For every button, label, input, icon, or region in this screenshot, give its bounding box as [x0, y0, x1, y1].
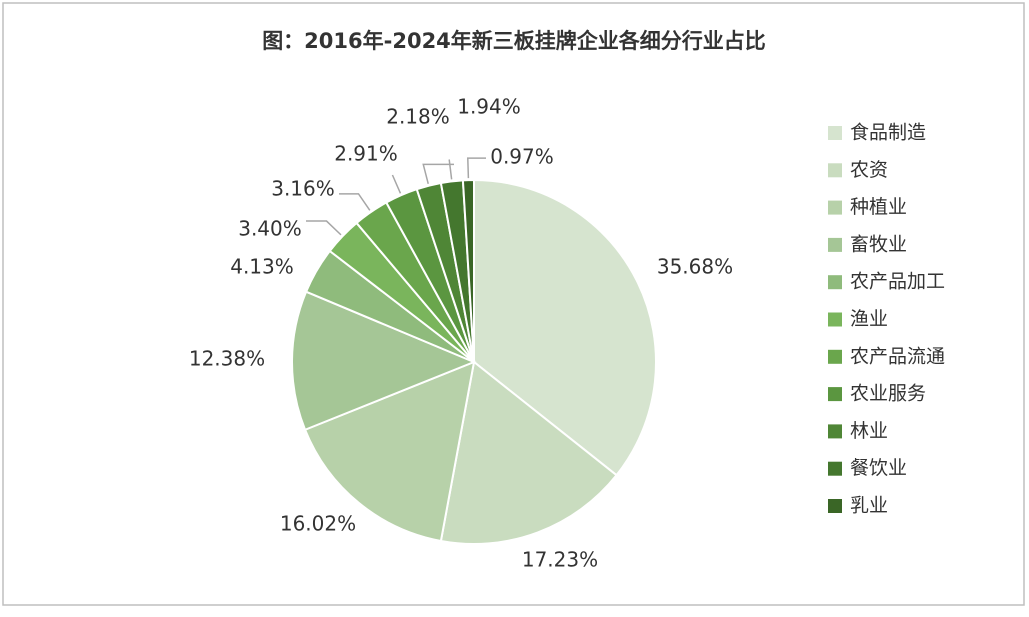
legend-label: 农产品加工 — [850, 271, 945, 293]
legend-swatch — [828, 312, 842, 327]
leader-line — [448, 159, 453, 180]
legend-label: 畜牧业 — [850, 233, 907, 255]
data-label: 12.38% — [189, 347, 265, 371]
legend-swatch — [828, 163, 842, 178]
data-label: 0.97% — [490, 145, 554, 169]
leader-line — [422, 163, 454, 184]
pie-slice — [461, 178, 475, 363]
data-label: 3.40% — [238, 217, 302, 241]
leader-line — [339, 193, 371, 211]
legend-swatch — [828, 237, 842, 252]
legend-swatch — [828, 424, 842, 439]
legend-label: 农产品流通 — [850, 345, 945, 367]
legend-swatch — [828, 200, 842, 215]
legend-label: 餐饮业 — [850, 457, 907, 479]
leader-line — [391, 174, 402, 194]
legend-swatch — [828, 499, 842, 513]
data-label: 3.16% — [271, 177, 335, 201]
data-label: 16.02% — [280, 512, 356, 536]
leader-line — [467, 157, 486, 179]
legend-swatch — [828, 349, 842, 364]
legend-label: 种植业 — [850, 196, 907, 218]
legend-label: 乳业 — [850, 495, 888, 517]
legend-label: 渔业 — [850, 308, 888, 330]
legend-swatch — [828, 275, 842, 290]
pie-slice — [473, 178, 657, 477]
legend-swatch — [828, 387, 842, 402]
data-label: 17.23% — [522, 548, 598, 572]
legend-label: 林业 — [850, 420, 888, 442]
legend-label: 食品制造 — [850, 122, 926, 144]
pie-slice — [303, 360, 476, 543]
chart-title: 图：2016年-2024年新三板挂牌企业各细分行业占比 — [262, 29, 766, 53]
legend-label: 农业服务 — [850, 383, 926, 405]
data-label: 1.94% — [457, 95, 521, 119]
data-label: 4.13% — [230, 255, 294, 279]
data-label: 2.18% — [386, 105, 450, 129]
pie-slice — [439, 360, 618, 545]
legend-label: 农资 — [850, 159, 888, 181]
data-label: 2.91% — [334, 142, 398, 166]
data-label: 35.68% — [657, 255, 733, 279]
legend-swatch — [828, 461, 842, 476]
pie-slice — [291, 290, 477, 432]
legend-swatch — [828, 126, 842, 140]
leader-line — [306, 220, 342, 236]
